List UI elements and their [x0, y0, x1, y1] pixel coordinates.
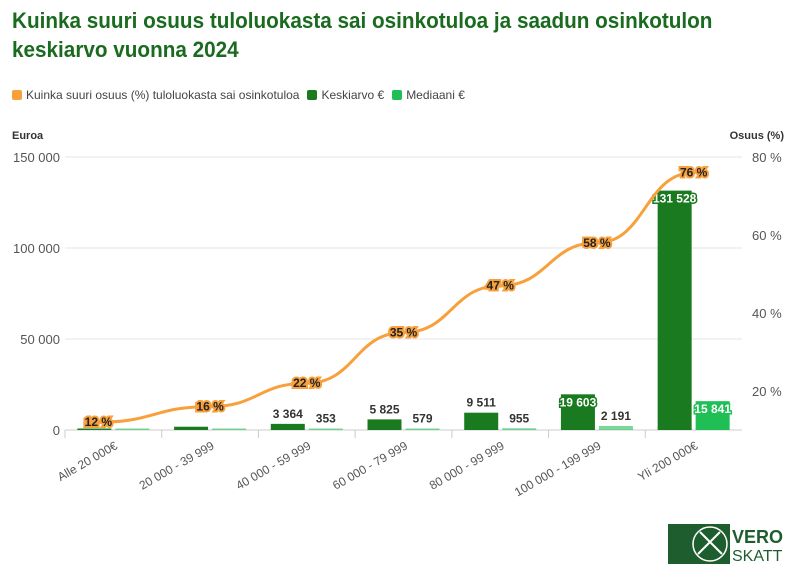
x-tick-label: Alle 20 000€: [55, 438, 120, 484]
bar-keskiarvo[interactable]: [464, 412, 499, 430]
y-axis-title: Euroa: [12, 130, 44, 142]
line-osuus: [98, 171, 694, 424]
line-data-label: 35 %: [390, 326, 418, 340]
line-data-label: 16 %: [196, 400, 224, 414]
svg-text:VERO: VERO: [732, 527, 783, 547]
bar-mediaani[interactable]: [212, 428, 247, 431]
line-point[interactable]: [208, 404, 213, 409]
legend-label: Kuinka suuri osuus (%) tuloluokasta sai …: [26, 88, 300, 102]
bar-mediaani[interactable]: [598, 426, 633, 430]
legend: Kuinka suuri osuus (%) tuloluokasta sai …: [12, 88, 465, 102]
svg-text:SKATT: SKATT: [732, 548, 783, 564]
bar-keskiarvo[interactable]: [657, 190, 692, 430]
bar-keskiarvo[interactable]: [367, 419, 402, 430]
legend-label: Mediaani €: [406, 88, 465, 102]
x-tick-label: Yli 200 000€: [635, 438, 700, 484]
vero-logo: VERO SKATT: [668, 524, 783, 564]
legend-swatch: [307, 90, 318, 100]
legend-swatch: [12, 90, 22, 100]
x-tick-label: 20 000 - 39 999: [137, 438, 217, 492]
bar-data-label: 353: [316, 412, 336, 426]
bar-mediaani[interactable]: [115, 428, 150, 431]
line-data-label: 76 %: [680, 166, 708, 180]
y-tick-label: 50 000: [20, 332, 60, 347]
bar-keskiarvo[interactable]: [174, 426, 209, 430]
x-tick-label: 100 000 - 199 999: [512, 438, 604, 499]
bar-data-label: 955: [509, 411, 529, 425]
line-data-label: 12 %: [85, 415, 113, 429]
y-tick-label: 150 000: [13, 150, 60, 165]
y2-tick-label: 80 %: [752, 150, 782, 165]
bar-data-label: 579: [412, 412, 432, 426]
y2-tick-label: 20 %: [752, 384, 782, 399]
bar-data-label: 5 825: [369, 402, 399, 416]
legend-label: Keskiarvo €: [321, 88, 385, 102]
legend-item[interactable]: Mediaani €: [392, 88, 465, 102]
x-tick-label: 80 000 - 99 999: [427, 438, 507, 492]
bar-data-label: 19 603: [560, 395, 597, 409]
bar-data-label: 15 841: [694, 402, 731, 416]
legend-swatch: [392, 90, 403, 100]
x-tick-label: 40 000 - 59 999: [233, 438, 313, 492]
bar-data-label: 2 191: [601, 409, 631, 423]
line-point[interactable]: [401, 330, 406, 335]
line-point[interactable]: [96, 420, 101, 425]
bar-data-label: 3 364: [273, 407, 303, 421]
y2-axis-title: Osuus (%): [730, 130, 785, 142]
y2-tick-label: 60 %: [752, 228, 782, 243]
line-point[interactable]: [498, 283, 503, 288]
line-data-label: 22 %: [293, 376, 321, 390]
chart-title: Kuinka suuri osuus tuloluokasta sai osin…: [12, 8, 713, 62]
legend-item[interactable]: Keskiarvo €: [307, 88, 384, 102]
line-data-label: 47 %: [487, 279, 515, 293]
line-point[interactable]: [304, 381, 309, 386]
bar-data-label: 9 511: [467, 396, 497, 410]
legend-item[interactable]: Kuinka suuri osuus (%) tuloluokasta sai …: [12, 88, 299, 102]
line-point[interactable]: [594, 240, 599, 245]
bar-keskiarvo[interactable]: [560, 394, 595, 430]
bar-mediaani[interactable]: [695, 401, 730, 430]
line-point[interactable]: [691, 170, 696, 175]
line-data-label: 58 %: [583, 236, 611, 250]
bar-keskiarvo[interactable]: [270, 423, 305, 430]
y-tick-label: 0: [53, 423, 60, 438]
x-tick-label: 60 000 - 79 999: [330, 438, 410, 492]
bar-mediaani[interactable]: [308, 428, 343, 431]
bar-data-label: 131 528: [653, 192, 697, 206]
y2-tick-label: 40 %: [752, 306, 782, 321]
bar-mediaani[interactable]: [502, 428, 537, 430]
bar-mediaani[interactable]: [405, 428, 440, 431]
y-tick-label: 100 000: [13, 241, 60, 256]
bar-keskiarvo[interactable]: [77, 428, 112, 431]
